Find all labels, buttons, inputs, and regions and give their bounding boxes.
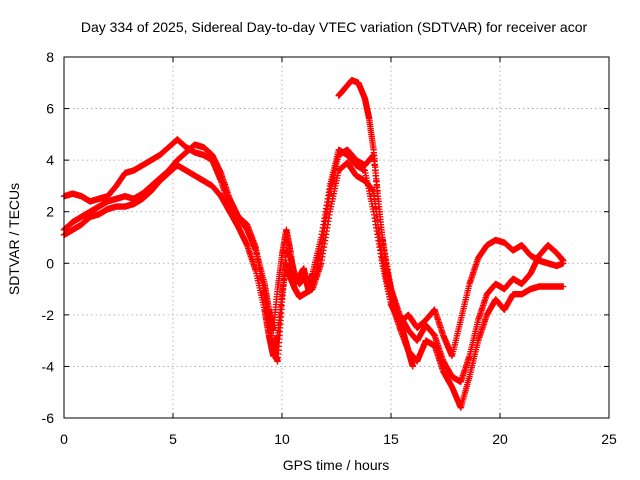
y-tick-label: -6 [42,410,55,426]
x-tick-label: 0 [60,431,68,447]
y-tick-label: 6 [46,101,54,117]
axis-ticks: 0 5 10 15 20 25 -6 -4 -2 0 2 4 6 8 [42,49,617,447]
data-points [60,77,567,411]
x-tick-label: 25 [601,431,617,447]
series-markers [335,77,416,370]
x-tick-label: 20 [492,431,508,447]
series-trace-d [335,77,416,370]
y-axis-label: SDTVAR / TECUs [6,183,22,295]
y-tick-label: 8 [46,49,54,65]
y-tick-label: -2 [42,307,55,323]
y-tick-label: 0 [46,255,54,271]
x-tick-label: 10 [274,431,290,447]
plot-frame [63,56,610,419]
chart-title: Day 334 of 2025, Sidereal Day-to-day VTE… [81,19,588,35]
grid [64,57,609,418]
x-axis-label: GPS time / hours [283,457,390,473]
y-tick-label: 4 [46,152,54,168]
x-tick-label: 5 [169,431,177,447]
y-tick-label: 2 [46,204,54,220]
y-tick-label: -4 [42,358,55,374]
x-tick-label: 15 [383,431,399,447]
series-markers [60,136,567,360]
series-trace-a [60,136,567,360]
